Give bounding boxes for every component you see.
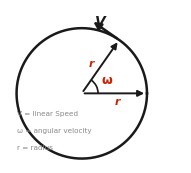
- Text: r: r: [115, 97, 120, 107]
- Text: r = radius: r = radius: [17, 145, 53, 151]
- Text: V = linear Speed: V = linear Speed: [17, 111, 78, 117]
- Text: V: V: [95, 15, 106, 29]
- Text: r: r: [88, 59, 94, 69]
- Text: ω = angular velocity: ω = angular velocity: [17, 128, 91, 134]
- Text: ω: ω: [101, 74, 112, 87]
